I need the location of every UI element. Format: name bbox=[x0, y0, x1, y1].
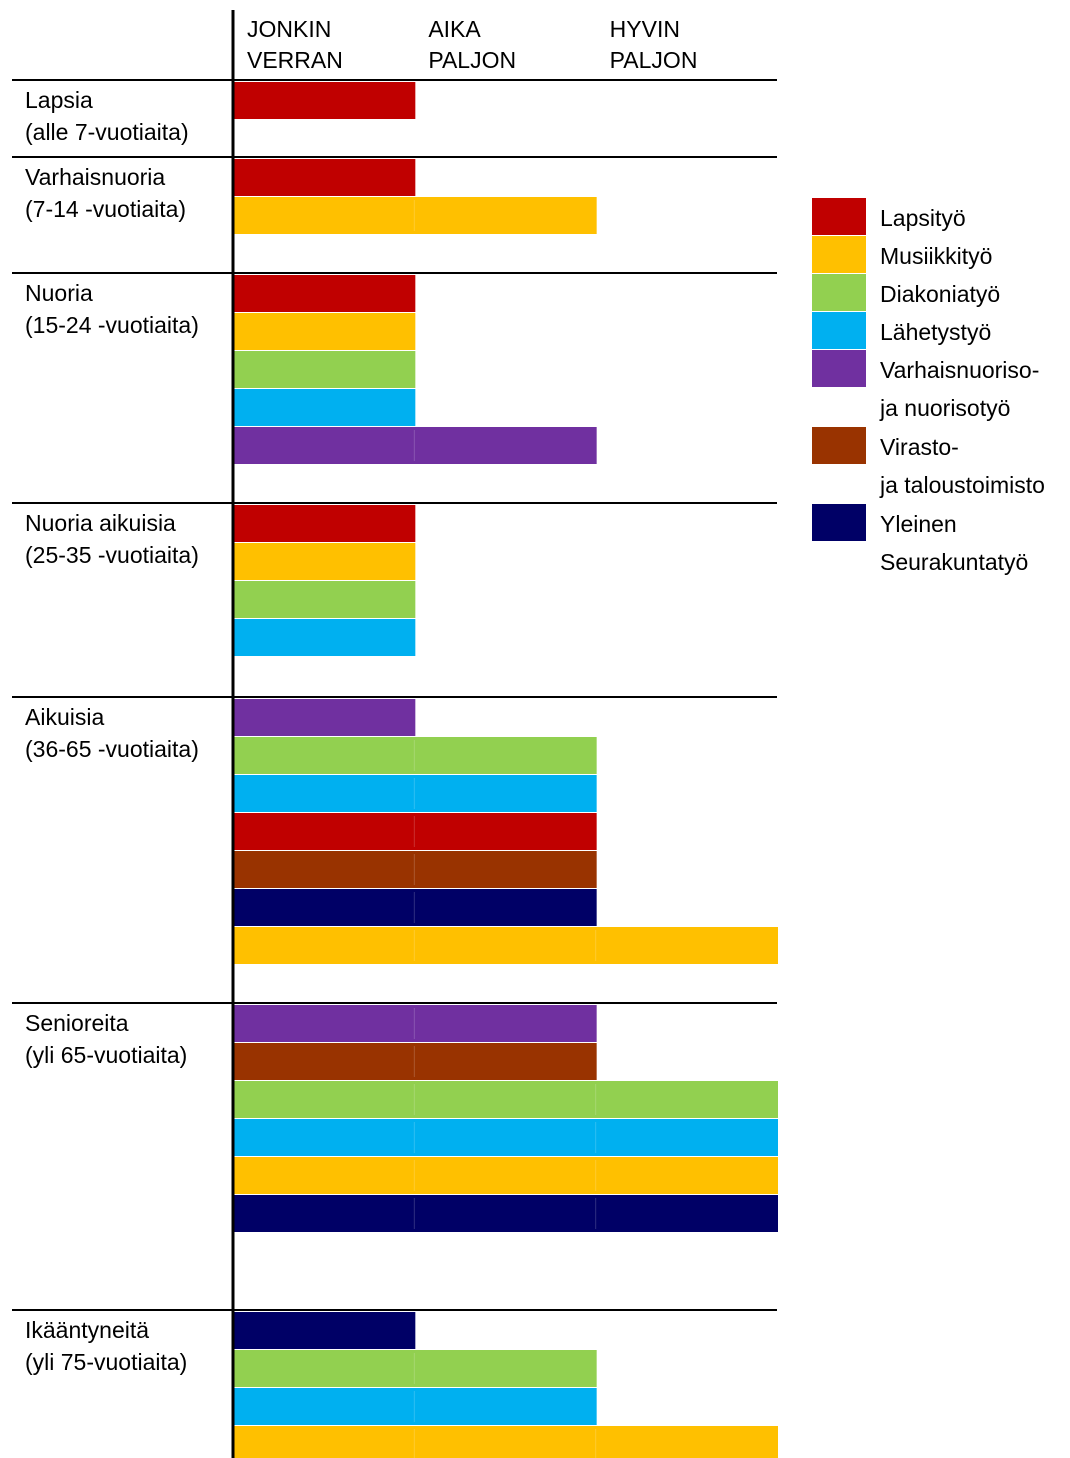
legend-swatch bbox=[812, 274, 866, 311]
row-label-line: (yli 75-vuotiaita) bbox=[25, 1349, 187, 1375]
legend-label: Varhaisnuoriso-ja nuorisotyö bbox=[879, 357, 1039, 421]
bar-lahetys bbox=[234, 775, 597, 812]
row-label: Nuoria aikuisia (25-35 -vuotiaita) bbox=[25, 510, 199, 568]
bar-yleinen bbox=[234, 1312, 416, 1349]
row-label: Ikääntyneitä (yli 75-vuotiaita) bbox=[25, 1317, 187, 1375]
bar-yleinen bbox=[234, 889, 597, 926]
bar-diakonia bbox=[234, 581, 416, 618]
bar-lahetys bbox=[234, 1388, 597, 1425]
column-header-line: PALJON bbox=[428, 47, 516, 73]
row-label-line: (15-24 -vuotiaita) bbox=[25, 312, 199, 338]
legend-label: Lähetystyö bbox=[880, 319, 991, 345]
column-header-line: VERRAN bbox=[247, 47, 343, 73]
row-label-line: Nuoria aikuisia bbox=[25, 510, 176, 536]
column-header: AIKA PALJON bbox=[428, 16, 516, 73]
row-label-line: Nuoria bbox=[25, 280, 93, 306]
bar-musiikki bbox=[234, 1157, 778, 1194]
row-label: Aikuisia (36-65 -vuotiaita) bbox=[25, 704, 199, 762]
bar-musiikki bbox=[234, 927, 778, 964]
legend-label-line: Seurakuntatyö bbox=[880, 549, 1028, 575]
legend-swatch bbox=[812, 312, 866, 349]
row-label-line: (yli 65-vuotiaita) bbox=[25, 1042, 187, 1068]
row-label-line: (36-65 -vuotiaita) bbox=[25, 736, 199, 762]
bar-lahetys bbox=[234, 1119, 778, 1156]
bar-diakonia bbox=[234, 1081, 778, 1118]
row-label-line: (alle 7-vuotiaita) bbox=[25, 119, 189, 145]
bar-lapsi bbox=[234, 813, 597, 850]
column-header-line: PALJON bbox=[610, 47, 698, 73]
column-header-line: HYVIN bbox=[610, 16, 680, 42]
bar-musiikki bbox=[234, 313, 416, 350]
row-label: Lapsia (alle 7-vuotiaita) bbox=[25, 87, 189, 145]
bar-lahetys bbox=[234, 389, 416, 426]
row-label-line: (7-14 -vuotiaita) bbox=[25, 196, 186, 222]
bar-lapsi bbox=[234, 82, 416, 119]
bar-yleinen bbox=[234, 1195, 778, 1232]
bar-musiikki bbox=[234, 197, 597, 234]
column-header: HYVIN PALJON bbox=[610, 16, 698, 73]
legend: Lapsityö Musiikkityö Diakoniatyö Lähetystyö… bbox=[812, 198, 1045, 575]
bar-nuoriso bbox=[234, 1005, 597, 1042]
column-header-line: AIKA bbox=[428, 16, 481, 42]
legend-label-line: Yleinen bbox=[880, 511, 957, 537]
legend-swatch bbox=[812, 198, 866, 235]
bar-nuoriso bbox=[234, 699, 416, 736]
legend-label-line: Lähetystyö bbox=[880, 319, 991, 345]
legend-label: Diakoniatyö bbox=[880, 281, 1000, 307]
legend-label-line: ja nuorisotyö bbox=[879, 395, 1010, 421]
labels-layer: JONKIN VERRAN AIKA PALJON HYVIN PALJON Lapsia (… bbox=[25, 16, 697, 1375]
legend-label: Virasto-ja taloustoimisto bbox=[879, 434, 1045, 498]
legend-swatch bbox=[812, 236, 866, 273]
row-label-line: (25-35 -vuotiaita) bbox=[25, 542, 199, 568]
row-label-line: Ikääntyneitä bbox=[25, 1317, 149, 1343]
legend-swatch bbox=[812, 427, 866, 464]
grid-lines bbox=[12, 10, 777, 1458]
row-label: Nuoria (15-24 -vuotiaita) bbox=[25, 280, 199, 338]
row-label: Varhaisnuoria (7-14 -vuotiaita) bbox=[25, 164, 186, 222]
bar-musiikki bbox=[234, 543, 416, 580]
bar-lahetys bbox=[234, 619, 416, 656]
bar-nuoriso bbox=[234, 427, 597, 464]
column-header-line: JONKIN bbox=[247, 16, 331, 42]
legend-label-line: Musiikkityö bbox=[880, 243, 992, 269]
bar-diakonia bbox=[234, 351, 416, 388]
bar-lapsi bbox=[234, 159, 416, 196]
legend-label: Yleinen Seurakuntatyö bbox=[880, 511, 1028, 575]
bar-virasto bbox=[234, 851, 597, 888]
legend-label: Musiikkityö bbox=[880, 243, 992, 269]
bar-diakonia bbox=[234, 1350, 597, 1387]
legend-label-line: Varhaisnuoriso- bbox=[880, 357, 1039, 383]
bar-virasto bbox=[234, 1043, 597, 1080]
row-label-line: Lapsia bbox=[25, 87, 93, 113]
column-header: JONKIN VERRAN bbox=[247, 16, 343, 73]
legend-swatch bbox=[812, 504, 866, 541]
row-label: Senioreita (yli 65-vuotiaita) bbox=[25, 1010, 187, 1068]
legend-label-line: ja taloustoimisto bbox=[879, 472, 1045, 498]
bar-lapsi bbox=[234, 505, 416, 542]
bars-layer bbox=[234, 82, 778, 1458]
bar-lapsi bbox=[234, 275, 416, 312]
legend-label-line: Lapsityö bbox=[880, 205, 966, 231]
row-label-line: Varhaisnuoria bbox=[25, 164, 165, 190]
legend-label-line: Virasto- bbox=[880, 434, 959, 460]
bar-diakonia bbox=[234, 737, 597, 774]
bar-musiikki bbox=[234, 1426, 778, 1458]
legend-label-line: Diakoniatyö bbox=[880, 281, 1000, 307]
row-label-line: Senioreita bbox=[25, 1010, 129, 1036]
legend-label: Lapsityö bbox=[880, 205, 966, 231]
legend-swatch bbox=[812, 350, 866, 387]
row-label-line: Aikuisia bbox=[25, 704, 104, 730]
